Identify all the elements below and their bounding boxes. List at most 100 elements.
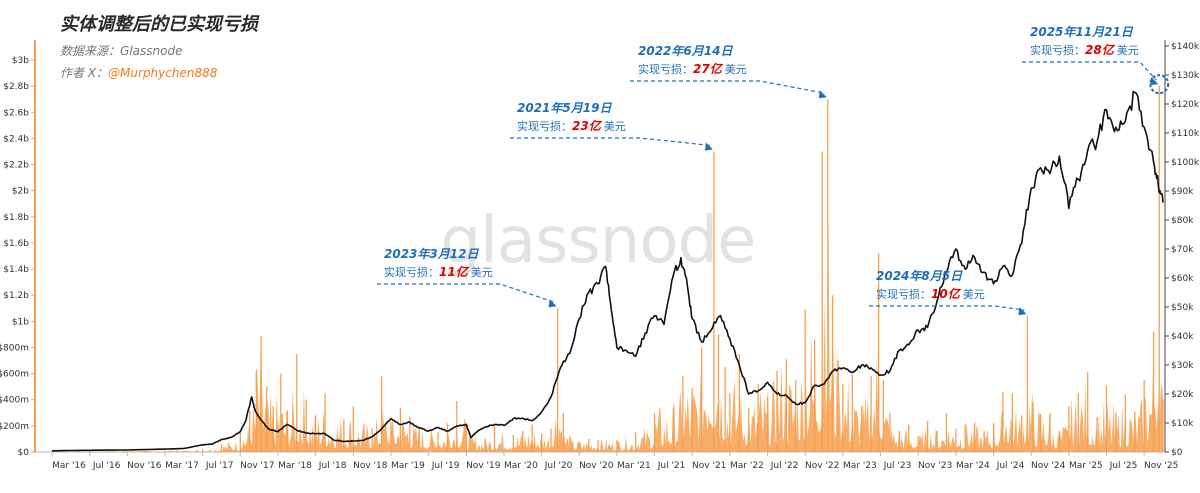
right-tick-label: $30k <box>1171 361 1194 371</box>
left-tick-label: $1.4b <box>3 265 29 275</box>
left-tick-label: $1b <box>12 317 29 327</box>
left-axis-ticks: $0 $200m $400m $600m $800m $1b $1.2b $1.4b $1.6b… <box>0 56 35 458</box>
x-tick-label: Nov '20 <box>579 461 614 471</box>
left-tick-label: $1.2b <box>3 291 29 301</box>
x-tick-label: Nov '23 <box>918 461 952 471</box>
chart-title: 实体调整后的已实现亏损 <box>60 14 260 35</box>
x-tick-label: Mar '21 <box>617 461 651 471</box>
annotation-prefix: 实现亏损： <box>1030 43 1085 57</box>
annotation-unit: 美元 <box>604 120 626 133</box>
annotation-value: 10亿 <box>931 287 962 301</box>
x-tick-label: Mar '22 <box>730 461 764 471</box>
annotation-leader <box>1022 61 1157 81</box>
x-tick-label: Mar '18 <box>278 461 312 471</box>
annotation-date: 2023年3月12日 <box>384 247 479 261</box>
left-tick-label: $2b <box>12 187 29 197</box>
annotation-prefix: 实现亏损： <box>876 287 931 301</box>
right-tick-label: $80k <box>1171 216 1194 226</box>
x-tick-label: Mar '24 <box>956 461 990 471</box>
x-axis-ticks: Mar '16 Jul '16 Nov '16 Mar '17 Jul '17 Nov '… <box>51 452 1178 471</box>
author-line: 作者 X：@Murphychen888 <box>60 66 218 80</box>
x-tick-label: Mar '23 <box>843 461 877 471</box>
right-tick-label: $60k <box>1171 274 1194 284</box>
annotation-date: 2021年5月19日 <box>517 101 612 115</box>
x-tick-label: Nov '16 <box>127 461 162 471</box>
x-tick-label: Mar '25 <box>1069 461 1103 471</box>
glassnode-watermark: glassnode <box>440 204 755 278</box>
annotation-leader <box>869 305 1025 311</box>
annotation-unit: 美元 <box>1117 44 1139 57</box>
annotation-value: 11亿 <box>439 265 470 279</box>
x-tick-label: Jul '16 <box>92 461 121 471</box>
right-tick-label: $0 <box>1171 448 1183 458</box>
annotation-unit: 美元 <box>725 63 747 76</box>
annotation-arrowhead <box>548 299 557 308</box>
left-tick-label: $0 <box>18 448 30 458</box>
left-tick-label: $3b <box>12 56 29 66</box>
x-tick-label: Nov '24 <box>1031 461 1066 471</box>
annotation-text: 实现亏损：27亿 美元 <box>638 62 747 76</box>
right-tick-label: $110k <box>1171 129 1200 139</box>
annotation-leader <box>630 80 825 94</box>
author-handle: @Murphychen888 <box>108 66 218 80</box>
x-tick-label: Jul '19 <box>431 461 460 471</box>
annotation-prefix: 实现亏损： <box>638 62 693 76</box>
annotation-unit: 美元 <box>963 288 985 301</box>
x-tick-label: Jul '25 <box>1109 461 1138 471</box>
x-tick-label: Jul '21 <box>657 461 686 471</box>
x-tick-label: Nov '21 <box>692 461 726 471</box>
annotation-date: 2025年11月21日 <box>1030 25 1134 39</box>
right-tick-label: $50k <box>1171 303 1194 313</box>
annotation-leader <box>510 137 711 147</box>
x-tick-label: Jul '23 <box>883 461 912 471</box>
x-tick-label: Jul '18 <box>318 461 347 471</box>
right-tick-label: $40k <box>1171 332 1194 342</box>
x-tick-label: Nov '18 <box>353 461 388 471</box>
x-tick-label: Jul '24 <box>996 461 1025 471</box>
x-tick-label: Jul '22 <box>770 461 799 471</box>
x-tick-label: Nov '22 <box>805 461 839 471</box>
left-tick-label: $600m <box>0 370 29 380</box>
x-tick-label: Jul '20 <box>544 461 573 471</box>
source-value: Glassnode <box>120 44 182 58</box>
right-tick-label: $10k <box>1171 419 1194 429</box>
annotation-text: 实现亏损：28亿 美元 <box>1030 43 1139 57</box>
annotation-value: 28亿 <box>1085 43 1116 57</box>
right-tick-label: $70k <box>1171 245 1194 255</box>
right-tick-label: $100k <box>1171 158 1200 168</box>
annotation-arrowhead <box>1150 77 1159 86</box>
x-tick-label: Mar '20 <box>504 461 538 471</box>
right-axis-ticks: $0 $10k $20k $30k $40k $50k $60k $70k $80k $90k $1… <box>1165 42 1200 458</box>
annotation-date: 2024年8月5日 <box>876 269 963 283</box>
price-series-line <box>51 90 1164 452</box>
annotation-value: 23亿 <box>572 119 603 133</box>
left-tick-label: $400m <box>0 396 29 406</box>
x-tick-label: Nov '19 <box>466 461 501 471</box>
x-tick-label: Mar '16 <box>52 461 86 471</box>
right-tick-label: $140k <box>1171 42 1200 52</box>
left-tick-label: $2.6b <box>3 108 29 118</box>
right-tick-label: $20k <box>1171 390 1194 400</box>
annotation-leader <box>377 283 555 303</box>
x-tick-label: Nov '17 <box>240 461 274 471</box>
annotation-highlight-circle <box>1149 74 1170 95</box>
annotation-unit: 美元 <box>471 266 493 279</box>
right-tick-label: $130k <box>1171 71 1200 81</box>
annotation-text: 实现亏损：23亿 美元 <box>517 119 626 133</box>
left-tick-label: $2.4b <box>3 134 29 144</box>
right-tick-label: $90k <box>1171 187 1194 197</box>
source-line: 数据来源：Glassnode <box>60 44 182 58</box>
source-label: 数据来源： <box>60 44 120 58</box>
right-tick-label: $120k <box>1171 100 1200 110</box>
annotation-text: 实现亏损：11亿 美元 <box>384 265 493 279</box>
annotation-arrowhead <box>818 90 827 99</box>
x-tick-label: Mar '19 <box>391 461 425 471</box>
left-tick-label: $800m <box>0 343 29 353</box>
